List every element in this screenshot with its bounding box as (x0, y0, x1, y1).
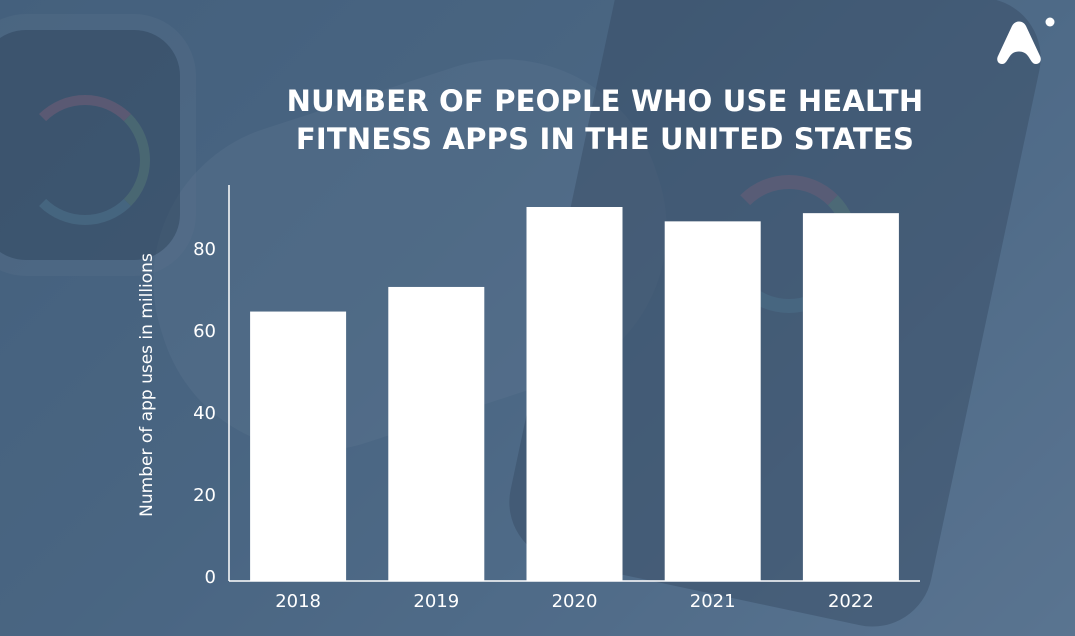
bar-2020 (526, 207, 623, 581)
bar-2019 (388, 286, 485, 581)
y-tick-label: 60 (193, 321, 216, 342)
y-tick-label: 40 (193, 403, 216, 424)
bar-2022 (802, 213, 899, 581)
y-tick-label: 80 (193, 239, 216, 260)
x-tick-label: 2019 (413, 591, 459, 612)
stylized-a-logo-icon (997, 17, 1055, 64)
bar-2018 (250, 311, 347, 581)
bar-2021 (664, 221, 761, 581)
x-tick-label: 2021 (690, 591, 736, 612)
x-tick-label: 2018 (275, 591, 321, 612)
x-tick-label: 2022 (828, 591, 874, 612)
y-tick-label: 20 (193, 485, 216, 506)
chart-title-line-1: NUMBER OF PEOPLE WHO USE HEALTH (286, 84, 924, 118)
chart-title: NUMBER OF PEOPLE WHO USE HEALTH FITNESS … (220, 82, 990, 158)
y-tick-label: 0 (205, 567, 216, 588)
chart-title-line-2: FITNESS APPS IN THE UNITED STATES (295, 122, 915, 156)
x-tick-label: 2020 (552, 591, 598, 612)
